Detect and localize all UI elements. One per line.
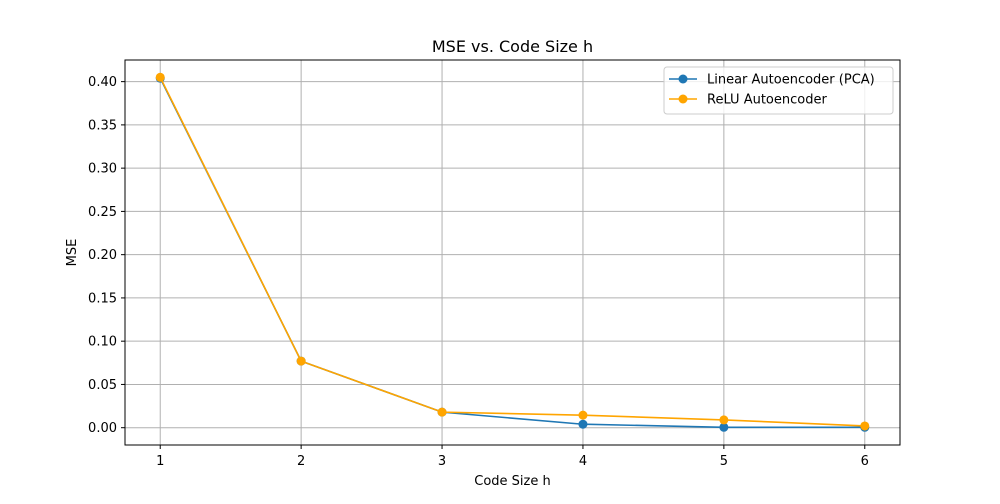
grid-lines bbox=[125, 60, 900, 445]
chart-title: MSE vs. Code Size h bbox=[432, 37, 593, 56]
series-group bbox=[155, 72, 870, 432]
legend-label: ReLU Autoencoder bbox=[707, 93, 827, 108]
y-tick-label: 0.20 bbox=[88, 248, 117, 263]
data-point bbox=[437, 407, 447, 417]
axis-ticks: 1 2 3 4 5 6 0.00 0.05 0.10 0.15 0.20 0.25 0.30 0.35 0.… bbox=[88, 75, 869, 469]
x-tick-label: 1 bbox=[156, 454, 164, 469]
data-point bbox=[155, 72, 165, 82]
y-tick-label: 0.15 bbox=[88, 291, 117, 306]
y-tick-label: 0.35 bbox=[88, 118, 117, 133]
y-tick-label: 0.05 bbox=[88, 378, 117, 393]
data-point bbox=[719, 422, 729, 432]
x-tick-label: 4 bbox=[579, 454, 587, 469]
data-point bbox=[578, 410, 588, 420]
y-tick-label: 0.30 bbox=[88, 162, 117, 177]
x-tick-label: 3 bbox=[438, 454, 446, 469]
y-tick-label: 0.25 bbox=[88, 205, 117, 220]
series-line bbox=[159, 76, 865, 427]
y-tick-label: 0.10 bbox=[88, 335, 117, 350]
series-2 bbox=[155, 72, 870, 431]
legend-label: Linear Autoencoder (PCA) bbox=[707, 73, 875, 88]
x-tick-label: 2 bbox=[297, 454, 305, 469]
x-tick-label: 5 bbox=[720, 454, 728, 469]
data-point bbox=[860, 421, 870, 431]
legend-swatch-marker bbox=[678, 94, 688, 104]
x-tick-label: 6 bbox=[861, 454, 869, 469]
legend-box bbox=[663, 66, 894, 115]
y-tick-label: 0.00 bbox=[88, 421, 117, 436]
legend: Linear Autoencoder (PCA) ReLU Autoencoder bbox=[663, 66, 894, 115]
data-point bbox=[296, 356, 306, 366]
plot-frame bbox=[124, 59, 901, 446]
data-point bbox=[578, 419, 588, 429]
legend-swatch-marker bbox=[678, 74, 688, 84]
y-tick-label: 0.40 bbox=[88, 75, 117, 90]
data-point bbox=[719, 415, 729, 425]
x-axis-label: Code Size h bbox=[474, 474, 550, 489]
y-axis-label: MSE bbox=[65, 239, 80, 267]
